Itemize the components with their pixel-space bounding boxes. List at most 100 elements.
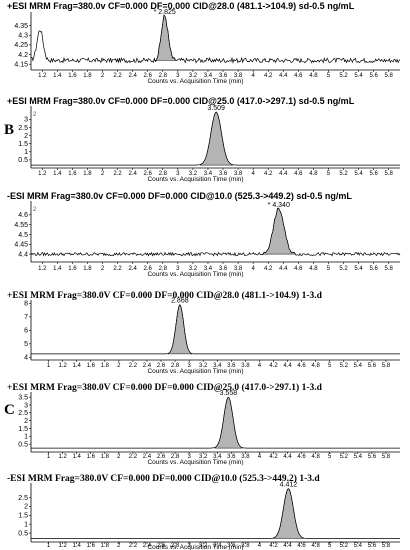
x-tick-label: 2.2 (129, 543, 138, 549)
x-tick-label: 1.6 (87, 363, 96, 369)
y-tick-label: 2.5 (18, 125, 28, 132)
x-tick-label: 4.6 (297, 454, 306, 460)
x-tick-label: 1.4 (73, 363, 82, 369)
chart-title: +ESI MRM Frag=380.0V CF=0.000 DF=0.000 C… (7, 290, 323, 301)
peak-area (261, 207, 296, 256)
x-tick-label: 4.8 (311, 454, 320, 460)
chart-title: +ESI MRM Frag=380.0v CF=0.000 DF=0.000 C… (7, 96, 355, 106)
x-tick-label: 5.6 (369, 73, 378, 79)
y-tick-label: 0.5 (18, 441, 28, 448)
x-tick-label: 1.6 (68, 73, 77, 79)
y-tick-label: 4.55 (14, 222, 28, 229)
chart-panel-6: -ESI MRM Frag=380.0V CF=0.000 DF=0.000 C… (7, 473, 400, 550)
peak-label: * 2.825 (154, 9, 176, 16)
x-tick-label: 2 (117, 363, 121, 369)
x-tick-label: 4.2 (264, 73, 273, 79)
x-tick-label: 1.2 (38, 73, 47, 79)
y-tick-label: 2.5 (18, 495, 28, 502)
x-tick-label: 3 (187, 454, 191, 460)
x-axis-label: Counts vs. Acquisition Time (min) (147, 459, 243, 466)
x-tick-label: 3.8 (241, 454, 250, 460)
panel-letter-b: B (4, 122, 14, 138)
y-tick-label: 4.2 (18, 52, 28, 59)
x-tick-label: 5 (328, 543, 332, 549)
x-tick-label: 4.4 (279, 266, 288, 272)
peak-area (272, 488, 305, 539)
x-tick-label: 3.4 (204, 171, 213, 177)
x-tick-label: 1.4 (53, 266, 62, 272)
x-tick-label: 3.6 (219, 266, 228, 272)
x-tick-label: 4.8 (309, 171, 318, 177)
y-tick-label: 7 (24, 314, 28, 321)
x-tick-label: 5.6 (368, 454, 377, 460)
y-tick-label: 1 (24, 149, 28, 156)
x-tick-label: 4.4 (283, 454, 292, 460)
y-tick-label: 4.45 (14, 242, 28, 249)
x-tick-label: 2.8 (159, 73, 168, 79)
peak-area (214, 396, 243, 449)
x-tick-label: 5.8 (385, 73, 394, 79)
x-tick-label: 1.2 (38, 266, 47, 272)
x-tick-label: 5.2 (339, 171, 348, 177)
x-tick-label: 1.8 (101, 363, 110, 369)
x-tick-label: 3.6 (219, 73, 228, 79)
x-tick-label: 1.6 (87, 543, 96, 549)
x-tick-label: 4.2 (264, 171, 273, 177)
x-tick-label: 2.4 (143, 543, 152, 549)
peak-area (199, 111, 234, 166)
x-tick-label: 5.8 (382, 363, 391, 369)
x-tick-label: 4 (251, 171, 255, 177)
peak-label: * 4.340 (268, 202, 290, 209)
y-tick-label: 4.25 (14, 42, 28, 49)
x-tick-label: 5 (328, 454, 332, 460)
x-tick-label: 2.6 (157, 363, 166, 369)
x-tick-label: 3.4 (213, 363, 222, 369)
x-tick-label: 2.4 (143, 363, 152, 369)
x-tick-label: 3.4 (213, 543, 222, 549)
x-tick-label: 2.2 (113, 73, 122, 79)
x-tick-label: 1.4 (53, 171, 62, 177)
x-tick-label: 3.2 (189, 266, 198, 272)
x-tick-label: 3.2 (189, 171, 198, 177)
x-tick-label: 3.8 (234, 73, 243, 79)
x-tick-label: 5.4 (354, 73, 363, 79)
chart-title: +ESI MRM Frag=380.0v CF=0.000 DF=0.000 C… (7, 1, 355, 11)
x-tick-label: 1.8 (101, 543, 110, 549)
x-tick-label: 2.6 (144, 73, 153, 79)
trace-line (31, 396, 400, 449)
x-tick-label: 2.8 (159, 266, 168, 272)
x-tick-label: 2.4 (128, 171, 137, 177)
y-tick-label: 5 (24, 341, 28, 348)
x-tick-label: 5.2 (339, 73, 348, 79)
x-tick-label: 3.4 (213, 454, 222, 460)
x-tick-label: 1.4 (73, 454, 82, 460)
x-tick-label: 2 (117, 454, 121, 460)
y-tick-label: 4.15 (14, 62, 28, 69)
x-tick-label: 1.8 (101, 454, 110, 460)
x-tick-label: 3.6 (227, 454, 236, 460)
x-tick-label: 2.4 (128, 266, 137, 272)
y-tick-label: 2 (24, 418, 28, 425)
y-tick-label: 6 (24, 328, 28, 335)
peak-label: 2.868 (171, 298, 189, 305)
chart-panels: +ESI MRM Frag=380.0v CF=0.000 DF=0.000 C… (7, 1, 401, 550)
chart-panel-5: +ESI MRM Frag=380.0V CF=0.000 DF=0.000 C… (7, 382, 400, 466)
chart-panel-2: +ESI MRM Frag=380.0v CF=0.000 DF=0.000 C… (7, 96, 400, 183)
corner-label: 2 (33, 112, 37, 118)
x-tick-label: 5.8 (385, 266, 394, 272)
x-tick-label: 2 (117, 543, 121, 549)
panel-letter-c: C (4, 402, 15, 418)
chart-title: -ESI MRM Frag=380.0v CF=0.000 DF=0.000 C… (7, 191, 352, 201)
x-tick-label: 3.2 (199, 543, 208, 549)
x-tick-label: 2.2 (113, 266, 122, 272)
x-tick-label: 1.2 (58, 454, 67, 460)
x-tick-label: 4.2 (269, 543, 278, 549)
trace-line (31, 304, 400, 355)
x-tick-label: 1.8 (83, 266, 92, 272)
x-tick-label: 4 (251, 266, 255, 272)
x-tick-label: 1.6 (87, 454, 96, 460)
x-tick-label: 2.4 (143, 454, 152, 460)
x-tick-label: 1.2 (58, 543, 67, 549)
x-tick-label: 5.6 (368, 543, 377, 549)
